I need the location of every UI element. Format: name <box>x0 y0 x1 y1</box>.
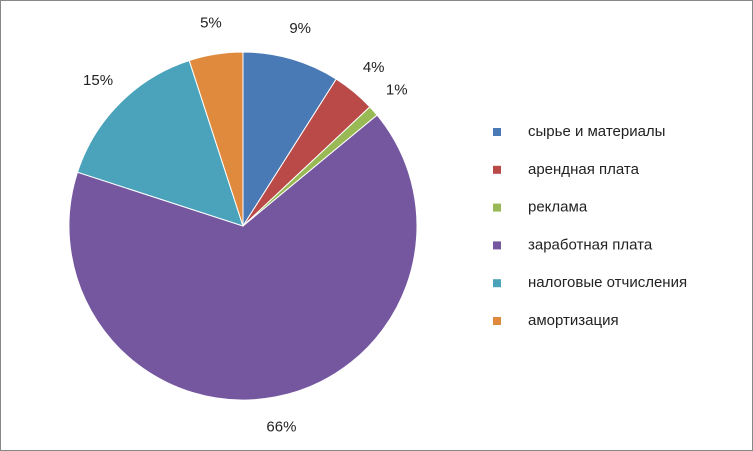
data-label: 15% <box>83 72 113 89</box>
data-label: 9% <box>289 20 311 37</box>
pie-slice <box>242 51 337 228</box>
legend-marker <box>493 279 501 288</box>
data-label: 66% <box>266 418 296 435</box>
pie-slice <box>188 51 244 227</box>
legend-marker <box>493 203 501 212</box>
legend-marker <box>493 241 501 250</box>
legend-label: заработная плата <box>528 236 653 253</box>
pie-slice <box>76 59 244 227</box>
legend-label: арендная плата <box>528 161 640 178</box>
legend-marker <box>493 317 501 325</box>
legend-marker <box>493 128 501 136</box>
data-label: 4% <box>363 59 385 76</box>
legend-label: амортизация <box>528 312 619 329</box>
legend-label: сырье и материалы <box>528 123 665 140</box>
data-label: 1% <box>386 81 408 98</box>
data-label: 5% <box>200 14 222 31</box>
legend-marker <box>493 165 501 174</box>
legend-label: налоговые отчисления <box>528 274 687 291</box>
pie-slice <box>68 114 418 401</box>
legend-label: реклама <box>528 199 588 216</box>
